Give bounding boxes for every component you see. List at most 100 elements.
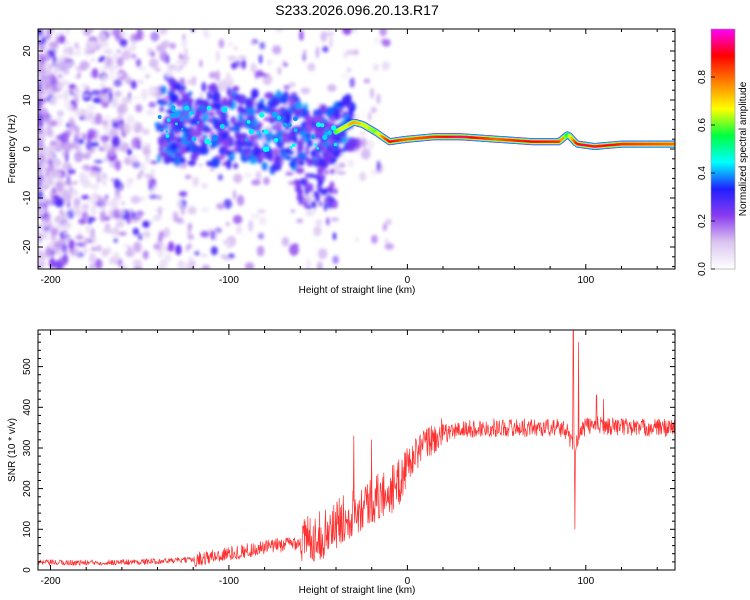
noise-speck <box>116 49 121 54</box>
noise-speck <box>74 135 78 144</box>
noise-speck <box>150 160 158 165</box>
noise-speck <box>376 160 381 172</box>
noise-speck <box>91 192 100 203</box>
noise-speck <box>145 109 156 116</box>
ridge-hotspot <box>204 138 211 145</box>
ridge-blob <box>261 106 272 114</box>
noise-speck <box>82 152 92 159</box>
noise-speck <box>71 142 79 150</box>
noise-speck <box>45 39 52 44</box>
noise-speck <box>208 71 217 79</box>
noise-speck <box>201 264 211 269</box>
ridge-blob <box>226 86 232 97</box>
ridge-blob <box>333 188 338 195</box>
ridge-blob <box>341 138 347 144</box>
noise-speck <box>90 227 95 237</box>
noise-speck <box>78 243 87 248</box>
noise-speck <box>113 65 118 69</box>
noise-speck <box>216 203 225 210</box>
noise-speck <box>74 42 79 49</box>
noise-speck <box>66 174 71 184</box>
noise-speck <box>176 199 182 209</box>
noise-speck <box>109 208 119 220</box>
noise-speck <box>61 149 65 157</box>
noise-speck <box>73 197 81 208</box>
noise-speck <box>137 145 142 150</box>
noise-speck <box>169 42 177 50</box>
noise-speck <box>38 246 43 255</box>
noise-speck <box>140 163 147 172</box>
ridge-blob <box>180 157 186 164</box>
ridge-blob <box>197 138 205 143</box>
snr-ticks: -200 -100 0 100 0 100 200 300 400 500 <box>22 330 675 587</box>
noise-speck <box>101 197 108 207</box>
noise-speck <box>114 96 119 107</box>
noise-speck <box>125 249 135 258</box>
noise-speck <box>97 195 103 201</box>
ridge-blob <box>199 100 209 106</box>
ridge-hotspot <box>259 112 265 118</box>
noise-speck <box>83 179 91 189</box>
noise-speck <box>376 93 381 105</box>
noise-speck <box>384 238 389 244</box>
ridge-blob <box>305 116 314 121</box>
noise-speck <box>47 149 53 161</box>
noise-speck <box>178 191 188 197</box>
noise-speck <box>330 217 339 222</box>
ridge-blob <box>314 114 321 125</box>
noise-speck <box>359 171 367 182</box>
noise-speck <box>104 115 112 119</box>
ridge-hotspot <box>219 124 225 129</box>
ridge-blob <box>211 156 220 168</box>
noise-speck <box>349 77 355 88</box>
noise-speck <box>43 53 50 59</box>
noise-speck <box>127 91 132 100</box>
noise-speck <box>187 222 192 232</box>
noise-speck <box>243 172 253 178</box>
noise-speck <box>371 234 378 244</box>
noise-speck <box>111 135 121 148</box>
ridge-blob <box>323 197 331 203</box>
colorbar: 0.0 0.2 0.4 0.6 0.8 Normalized spectral ampl… <box>697 28 749 276</box>
ridge-blob <box>330 156 337 164</box>
ridge-hotspot <box>291 143 296 148</box>
noise-speck <box>227 55 237 61</box>
noise-speck <box>159 29 168 35</box>
noise-speck <box>93 160 104 164</box>
ridge-blob <box>342 96 350 107</box>
ridge-hotspot <box>327 130 333 135</box>
noise-speck <box>218 38 225 49</box>
noise-speck <box>94 258 103 269</box>
ridge-blob <box>304 187 310 196</box>
noise-speck <box>137 79 144 85</box>
noise-speck <box>113 251 120 264</box>
ridge-blob <box>311 204 317 209</box>
ridge-blob <box>316 176 321 182</box>
ridge-blob <box>297 139 304 149</box>
noise-speck <box>251 179 261 186</box>
noise-speck <box>91 68 99 79</box>
ridge-hotspot <box>283 122 288 128</box>
ridge-blob <box>190 153 199 161</box>
noise-speck <box>81 195 90 200</box>
ridge-hotspot <box>221 106 228 113</box>
ridge-blob <box>247 140 254 148</box>
noise-speck <box>180 204 186 216</box>
noise-speck <box>217 80 228 92</box>
noise-speck <box>42 97 48 102</box>
noise-speck <box>118 208 125 217</box>
noise-speck <box>150 51 155 58</box>
colorbar-tick-label: 0.4 <box>697 166 708 180</box>
noise-speck <box>137 66 147 71</box>
noise-speck <box>220 254 228 258</box>
noise-speck <box>90 247 98 251</box>
spectrogram-noise-layer <box>38 29 395 269</box>
ridge-blob <box>288 130 294 142</box>
snr-panel: -200 -100 0 100 0 100 200 300 400 500 Height of s… <box>7 329 676 596</box>
noise-speck <box>50 234 57 242</box>
noise-speck <box>290 209 295 213</box>
noise-speck <box>89 170 99 177</box>
noise-speck <box>132 241 142 253</box>
noise-speck <box>68 84 76 89</box>
ridge-blob <box>273 122 283 132</box>
